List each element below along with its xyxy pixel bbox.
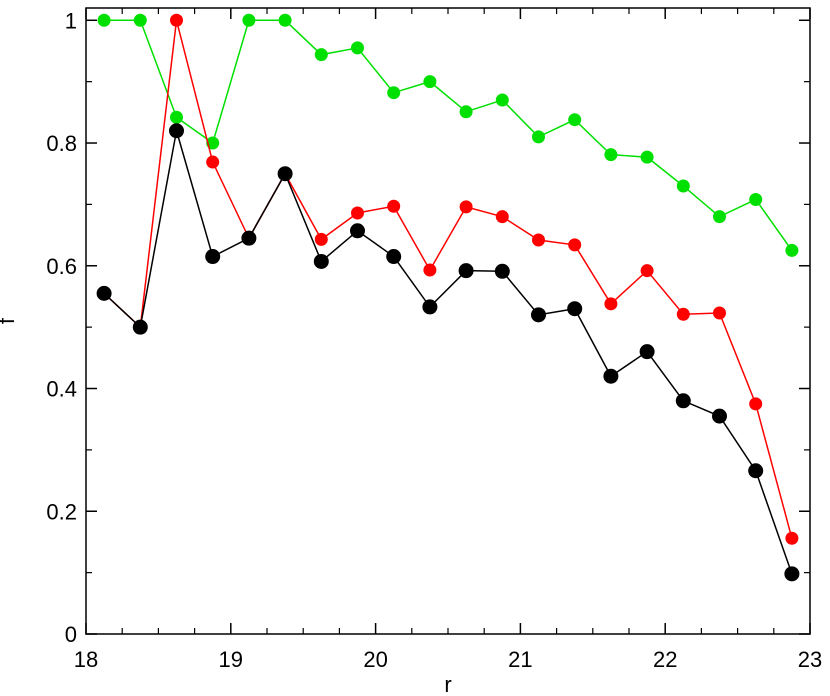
data-point [277,166,293,182]
data-point [314,232,328,246]
data-point [713,210,726,224]
data-point [675,393,691,409]
data-point [603,368,619,384]
data-point [640,150,654,164]
series-2 [96,123,800,582]
y-tick-label: 0.6 [46,254,77,279]
x-tick-label: 19 [219,647,243,672]
data-point [568,113,582,127]
data-point [170,13,183,27]
data-point [494,263,510,279]
data-point [676,179,690,193]
data-point [387,86,401,100]
data-point [351,206,364,220]
data-point [458,263,474,279]
data-point [785,531,799,545]
data-point [132,319,148,335]
data-point [314,48,328,62]
data-point [278,13,292,27]
y-axis-label: f [0,317,19,324]
data-point [495,210,509,224]
data-point [206,136,220,150]
x-tick-label: 23 [798,647,822,672]
data-point [713,306,726,320]
y-tick-label: 0 [65,622,77,647]
data-point [712,408,727,424]
series-group [96,13,800,582]
data-point [531,307,546,323]
data-point [785,243,799,257]
x-tick-label: 21 [508,647,532,672]
data-point [604,297,618,311]
axis-ticks: 18 19 20 21 22 23 0 0.2 0.4 0.6 0.8 1 [46,8,822,672]
data-point [97,13,111,27]
series-0 [97,13,799,257]
y-tick-label: 1 [65,8,77,33]
data-point [532,233,545,247]
data-point [205,249,221,265]
data-point [313,253,329,269]
x-tick-label: 18 [74,647,98,672]
series-line [103,20,793,539]
data-point [423,263,437,277]
data-point [749,397,763,411]
data-point [676,307,690,321]
data-point [639,344,655,360]
series-line [103,130,793,575]
data-point [350,223,365,239]
data-point [532,130,545,144]
data-point [640,264,654,278]
y-tick-label: 0.2 [46,499,77,524]
data-point [96,285,112,301]
data-point [748,463,764,479]
y-tick-label: 0.8 [46,131,77,156]
data-point [459,200,473,214]
x-tick-label: 20 [363,647,387,672]
data-point [133,13,147,27]
x-axis-label: r [444,672,451,696]
data-point [422,299,438,315]
data-point [386,249,402,265]
series-1 [97,13,799,545]
data-point [351,41,364,55]
x-tick-label: 22 [653,647,677,672]
data-point [567,301,583,317]
data-point [169,123,184,139]
data-point [241,230,257,246]
data-point [206,155,220,169]
series-line [104,19,793,251]
data-point [784,566,800,582]
data-point [387,199,401,213]
data-point [242,13,256,27]
data-point [568,238,582,252]
plot-frame [85,7,811,635]
data-point [604,148,618,162]
data-point [459,105,473,119]
data-point [170,110,183,124]
data-point [423,75,437,89]
y-tick-label: 0.4 [46,377,77,402]
data-point [495,93,509,107]
data-point [749,192,763,206]
